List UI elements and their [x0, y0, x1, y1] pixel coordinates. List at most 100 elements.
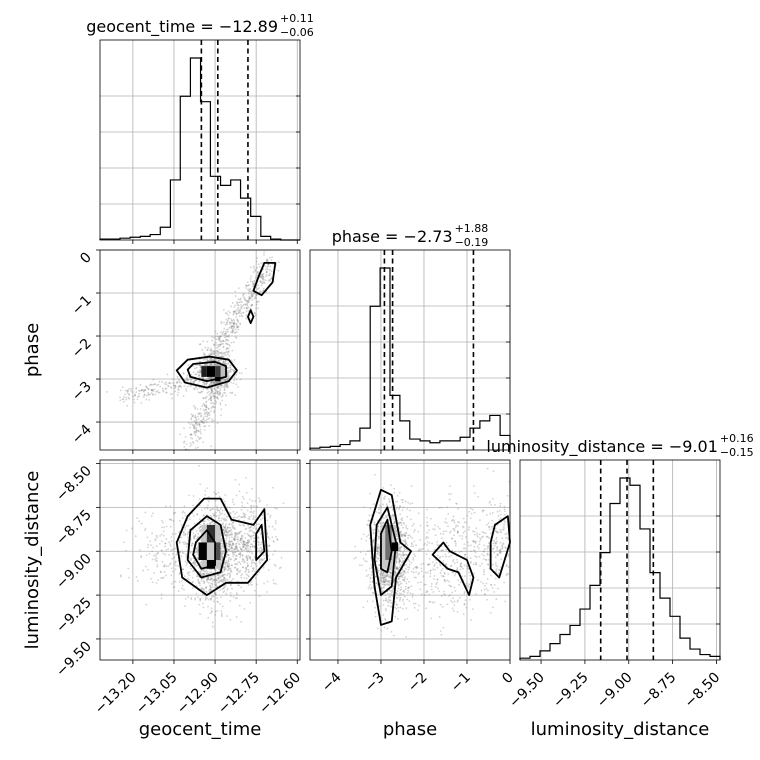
sample-point — [255, 523, 258, 526]
sample-point — [243, 549, 246, 551]
sample-point — [140, 402, 143, 404]
sample-point — [203, 425, 206, 428]
sample-point — [216, 390, 219, 393]
sample-point — [198, 371, 200, 374]
sample-point — [228, 369, 231, 372]
sample-point — [370, 573, 373, 576]
sample-point — [434, 586, 437, 588]
sample-point — [202, 376, 205, 379]
sample-point — [215, 515, 217, 518]
sample-point — [154, 393, 157, 396]
sample-point — [196, 564, 198, 567]
sample-point — [228, 344, 231, 347]
sample-point — [221, 331, 224, 334]
sample-point — [376, 545, 379, 548]
sample-point — [252, 271, 255, 273]
sample-point — [254, 276, 257, 279]
sample-point — [201, 420, 204, 423]
sample-point — [264, 265, 267, 268]
sample-point — [203, 422, 205, 424]
sample-point — [382, 604, 385, 606]
sample-point — [475, 540, 477, 543]
sample-point — [253, 505, 255, 508]
sample-point — [232, 312, 235, 315]
sample-point — [166, 373, 169, 376]
sample-point — [209, 349, 211, 352]
sample-point — [277, 261, 280, 264]
sample-point — [382, 599, 385, 602]
sample-point — [155, 553, 158, 556]
sample-point — [241, 573, 244, 576]
sample-point — [122, 398, 125, 401]
sample-point — [237, 304, 240, 307]
sample-point — [147, 393, 150, 396]
sample-point — [246, 303, 248, 306]
sample-point — [223, 578, 225, 581]
sample-point — [257, 543, 260, 546]
sample-point — [224, 340, 227, 343]
sample-point — [265, 270, 268, 273]
sample-point — [224, 567, 227, 570]
sample-point — [495, 570, 497, 572]
sample-point — [161, 577, 164, 579]
sample-point — [229, 391, 232, 394]
sample-point — [168, 518, 171, 521]
sample-point — [220, 380, 223, 383]
sample-point — [145, 398, 148, 401]
sample-point — [251, 303, 254, 306]
sample-point — [216, 364, 219, 366]
sample-point — [486, 467, 489, 470]
sample-point — [372, 529, 374, 531]
sample-point — [210, 599, 212, 601]
sample-point — [216, 507, 219, 509]
sample-point — [163, 571, 166, 574]
sample-point — [400, 586, 403, 589]
sample-point — [217, 601, 220, 604]
sample-point — [231, 330, 234, 333]
sample-point — [205, 406, 208, 409]
sample-point — [212, 362, 215, 365]
sample-point — [255, 528, 257, 530]
sample-point — [214, 359, 217, 361]
sample-point — [492, 542, 495, 545]
sample-point — [232, 322, 235, 325]
sample-point — [192, 561, 195, 564]
sample-point — [218, 509, 221, 512]
sample-point — [405, 635, 408, 638]
sample-point — [253, 567, 255, 569]
sample-point — [174, 385, 177, 388]
sample-point — [223, 500, 226, 503]
sample-point — [221, 384, 224, 387]
sample-point — [220, 545, 223, 548]
sample-point — [195, 379, 198, 382]
sample-point — [418, 604, 421, 607]
sample-point — [457, 520, 459, 523]
sample-point — [202, 381, 205, 384]
sample-point — [220, 596, 223, 599]
sample-point — [172, 519, 175, 522]
sample-point — [255, 294, 258, 297]
sample-point — [208, 353, 211, 356]
sample-point — [469, 562, 472, 564]
sample-point — [239, 546, 241, 549]
sample-point — [152, 378, 155, 381]
sample-point — [190, 544, 193, 547]
sample-point — [174, 385, 177, 387]
sample-point — [260, 284, 263, 287]
sample-point — [248, 290, 251, 292]
sample-point — [235, 378, 238, 381]
sample-point — [185, 389, 188, 392]
sample-point — [155, 390, 157, 393]
sample-point — [237, 328, 240, 331]
sample-point — [214, 396, 217, 398]
sample-point — [402, 573, 405, 576]
sample-point — [228, 539, 231, 542]
sample-point — [177, 378, 180, 381]
sample-point — [245, 476, 247, 479]
sample-point — [263, 278, 265, 281]
sample-point — [460, 565, 462, 568]
sample-point — [456, 600, 459, 603]
sample-point — [198, 581, 201, 584]
sample-point — [223, 336, 226, 339]
sample-point — [200, 414, 203, 417]
